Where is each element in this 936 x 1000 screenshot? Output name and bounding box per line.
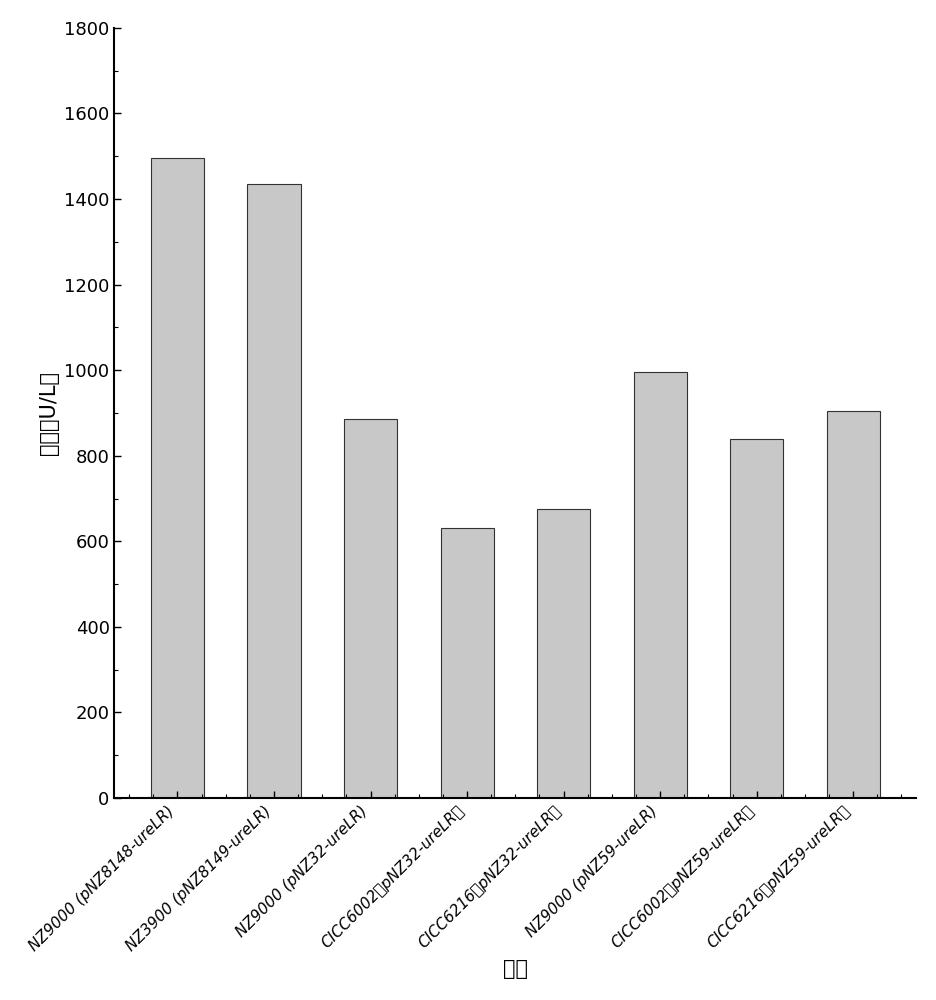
Bar [440, 528, 493, 798]
Bar [729, 439, 782, 798]
Bar [151, 158, 204, 798]
X-axis label: 菌株: 菌株 [503, 959, 527, 979]
Bar [536, 509, 590, 798]
Bar [826, 411, 879, 798]
Bar [633, 372, 686, 798]
Bar [247, 184, 300, 798]
Bar [344, 419, 397, 798]
Y-axis label: 酶活（U/L）: 酶活（U/L） [38, 371, 59, 455]
